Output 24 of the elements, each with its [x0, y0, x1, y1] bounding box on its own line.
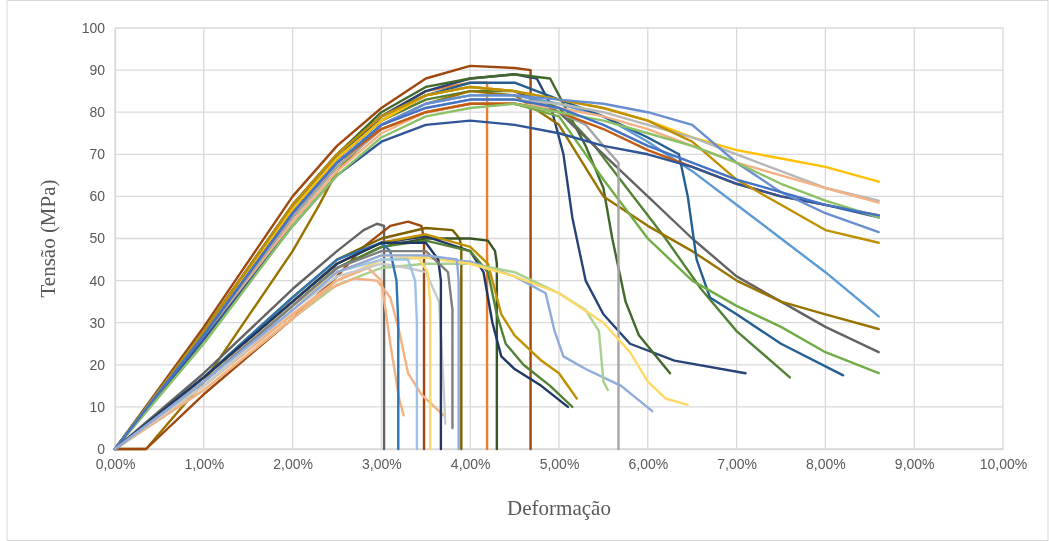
x-tick-label: 4,00% — [450, 455, 491, 472]
y-tick-label: 90 — [89, 62, 106, 79]
y-tick-label: 40 — [89, 272, 106, 289]
y-tick-label: 0 — [97, 440, 106, 457]
y-axis-title: Tensão (MPa) — [36, 179, 60, 298]
y-tick-label: 100 — [81, 19, 106, 36]
y-tick-label: 60 — [89, 188, 106, 205]
y-tick-label: 50 — [89, 230, 106, 247]
y-tick-label: 30 — [89, 314, 106, 331]
x-tick-label: 9,00% — [894, 455, 935, 472]
x-tick-label: 7,00% — [717, 455, 757, 472]
x-tick-label: 3,00% — [362, 455, 402, 472]
x-axis-title: Deformação — [507, 496, 611, 520]
x-tick-label: 6,00% — [628, 455, 669, 472]
x-tick-label: 10,00% — [979, 455, 1028, 472]
y-tick-label: 80 — [89, 104, 106, 121]
y-tick-label: 20 — [89, 356, 106, 373]
x-tick-label: 1,00% — [184, 455, 225, 472]
x-tick-label: 0,00% — [95, 455, 136, 472]
x-tick-label: 5,00% — [539, 455, 580, 472]
y-tick-label: 70 — [89, 146, 106, 163]
y-tick-label: 10 — [89, 398, 106, 415]
x-tick-label: 2,00% — [273, 455, 313, 472]
x-tick-label: 8,00% — [806, 455, 846, 472]
